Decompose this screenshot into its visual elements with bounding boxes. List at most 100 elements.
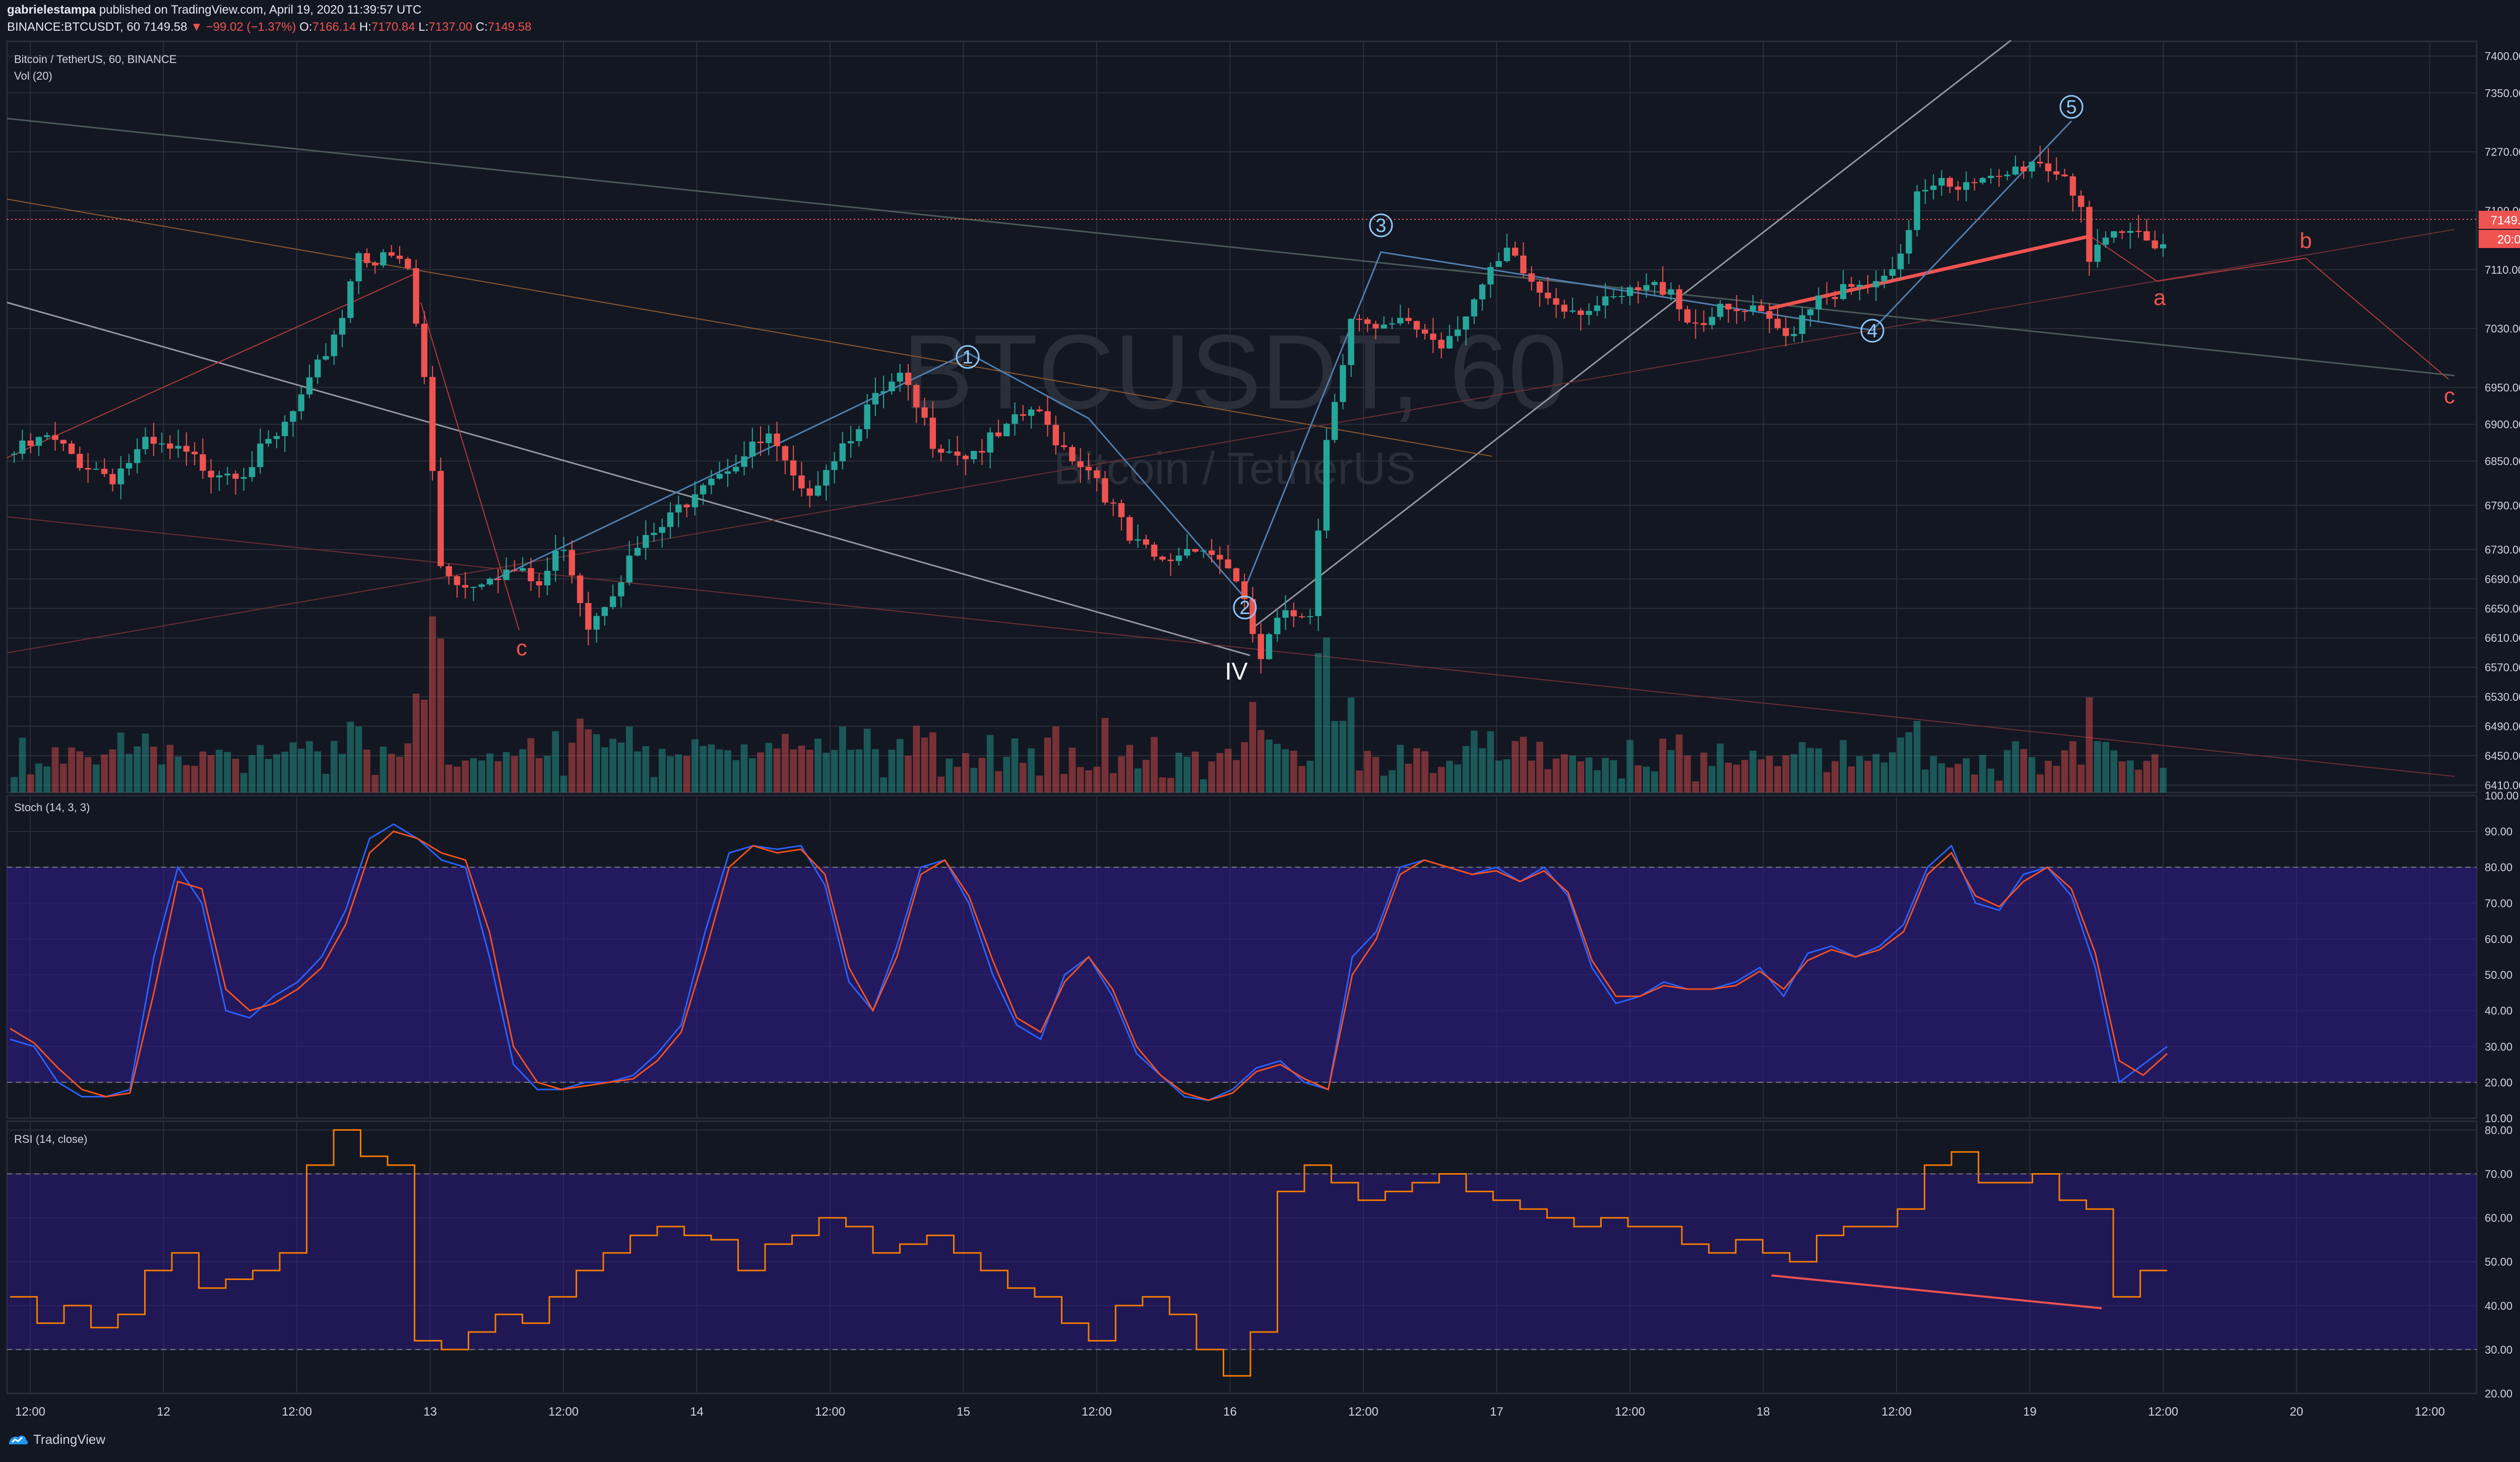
chart-area[interactable]: BTCUSDT, 60 Bitcoin / TetherUS 1 2 3 4 5… — [0, 36, 2520, 1423]
candle-body[interactable] — [1774, 319, 1781, 328]
stoch-axis[interactable]: 100.00 90.00 80.00 70.00 60.00 50.00 40.00 30.0… — [2485, 789, 2518, 1125]
wave-labels[interactable]: 1 2 3 4 5 IV c a b c — [516, 95, 2455, 685]
candle-body[interactable] — [1856, 284, 1863, 287]
candle-body[interactable] — [1741, 311, 1748, 312]
candle-body[interactable] — [1118, 503, 1125, 517]
candle-body[interactable] — [643, 535, 649, 548]
rsi-divergence-line[interactable] — [1771, 1274, 2102, 1309]
candle-body[interactable] — [1340, 365, 1346, 402]
candle-body[interactable] — [1528, 273, 1535, 282]
candle-body[interactable] — [1380, 324, 1388, 329]
candle-body[interactable] — [700, 485, 707, 495]
candle-body[interactable] — [1241, 581, 1248, 599]
footer-brand[interactable]: TradingView — [7, 1432, 105, 1447]
candle-body[interactable] — [1455, 329, 1461, 336]
candle-body[interactable] — [183, 446, 190, 452]
candles[interactable] — [11, 146, 2167, 674]
candle-body[interactable] — [979, 451, 985, 453]
candle-body[interactable] — [766, 433, 772, 443]
trendline-gray-up[interactable] — [1249, 39, 2011, 631]
candle-body[interactable] — [1692, 322, 1699, 324]
candle-body[interactable] — [2160, 244, 2167, 249]
candle-body[interactable] — [175, 446, 181, 449]
candle-body[interactable] — [651, 532, 657, 535]
candle-body[interactable] — [77, 454, 83, 468]
candle-body[interactable] — [872, 393, 879, 405]
candle-body[interactable] — [683, 504, 690, 508]
candle-body[interactable] — [1184, 549, 1190, 556]
author-name[interactable]: gabrielestampa — [7, 3, 96, 17]
candle-body[interactable] — [167, 443, 173, 449]
candle-body[interactable] — [1192, 549, 1199, 552]
candle-body[interactable] — [1503, 248, 1510, 262]
candle-body[interactable] — [158, 443, 165, 445]
candle-body[interactable] — [2037, 161, 2043, 164]
candle-body[interactable] — [273, 436, 280, 439]
candle-body[interactable] — [552, 551, 559, 571]
candle-body[interactable] — [446, 566, 452, 576]
candle-body[interactable] — [1110, 502, 1117, 504]
candle-body[interactable] — [1971, 182, 1978, 184]
candle-body[interactable] — [339, 318, 346, 335]
candle-body[interactable] — [1561, 304, 1568, 312]
candle-body[interactable] — [1175, 555, 1182, 561]
candle-body[interactable] — [741, 456, 747, 467]
candle-body[interactable] — [371, 263, 379, 266]
candle-body[interactable] — [331, 334, 337, 356]
candle-body[interactable] — [1553, 298, 1559, 305]
candle-body[interactable] — [1348, 319, 1354, 366]
wave-4-marker[interactable]: 4 — [1860, 319, 1884, 343]
candle-body[interactable] — [1463, 316, 1469, 330]
candle-body[interactable] — [1938, 178, 1945, 186]
candle-body[interactable] — [749, 442, 755, 457]
candle-body[interactable] — [733, 467, 739, 472]
candle-body[interactable] — [987, 432, 993, 453]
candle-body[interactable] — [421, 324, 428, 377]
candle-body[interactable] — [1003, 423, 1010, 437]
candle-body[interactable] — [634, 547, 641, 556]
candle-body[interactable] — [618, 582, 624, 596]
candle-body[interactable] — [2069, 176, 2076, 196]
candle-body[interactable] — [1626, 287, 1633, 296]
candle-body[interactable] — [921, 407, 928, 418]
candle-body[interactable] — [281, 421, 288, 436]
candle-body[interactable] — [897, 373, 903, 382]
candle-body[interactable] — [1996, 175, 2002, 177]
candle-body[interactable] — [1873, 281, 1879, 287]
candle-body[interactable] — [1594, 305, 1601, 311]
candle-body[interactable] — [1438, 340, 1444, 349]
rsi-pane[interactable] — [6, 1120, 2478, 1394]
wave-5-marker[interactable]: 5 — [2059, 95, 2084, 119]
wave-1-marker[interactable]: 1 — [956, 345, 980, 369]
wave-2-marker[interactable]: 2 — [1233, 595, 1257, 620]
candle-body[interactable] — [1979, 178, 1986, 183]
candle-body[interactable] — [27, 440, 34, 446]
candle-body[interactable] — [1249, 599, 1256, 634]
candle-body[interactable] — [1430, 333, 1436, 340]
candle-body[interactable] — [2061, 174, 2068, 176]
candle-body[interactable] — [1020, 414, 1026, 416]
candle-body[interactable] — [1930, 186, 1937, 190]
candle-body[interactable] — [1520, 255, 1527, 274]
time-axis[interactable]: 12:00 12 12:00 13 12:00 14 12:00 15 12:00 16 12:00… — [15, 1405, 2445, 1419]
candle-body[interactable] — [257, 443, 264, 467]
candle-body[interactable] — [323, 356, 329, 360]
candle-body[interactable] — [2127, 230, 2133, 233]
candle-body[interactable] — [1487, 267, 1494, 285]
candle-body[interactable] — [880, 391, 887, 393]
candle-body[interactable] — [511, 570, 518, 571]
candle-body[interactable] — [1290, 610, 1297, 617]
candle-body[interactable] — [1397, 318, 1404, 324]
price-pane-title[interactable]: Bitcoin / TetherUS, 60, BINANCE — [14, 53, 176, 66]
candle-body[interactable] — [495, 578, 501, 580]
candle-body[interactable] — [486, 578, 493, 585]
candle-body[interactable] — [1094, 470, 1100, 478]
candle-body[interactable] — [609, 596, 616, 607]
candle-body[interactable] — [1036, 409, 1043, 411]
candle-body[interactable] — [1126, 517, 1133, 541]
candle-body[interactable] — [937, 449, 944, 453]
candle-body[interactable] — [1946, 178, 1953, 187]
candle-body[interactable] — [396, 256, 403, 259]
candle-body[interactable] — [1676, 289, 1682, 310]
candle-body[interactable] — [946, 451, 953, 453]
